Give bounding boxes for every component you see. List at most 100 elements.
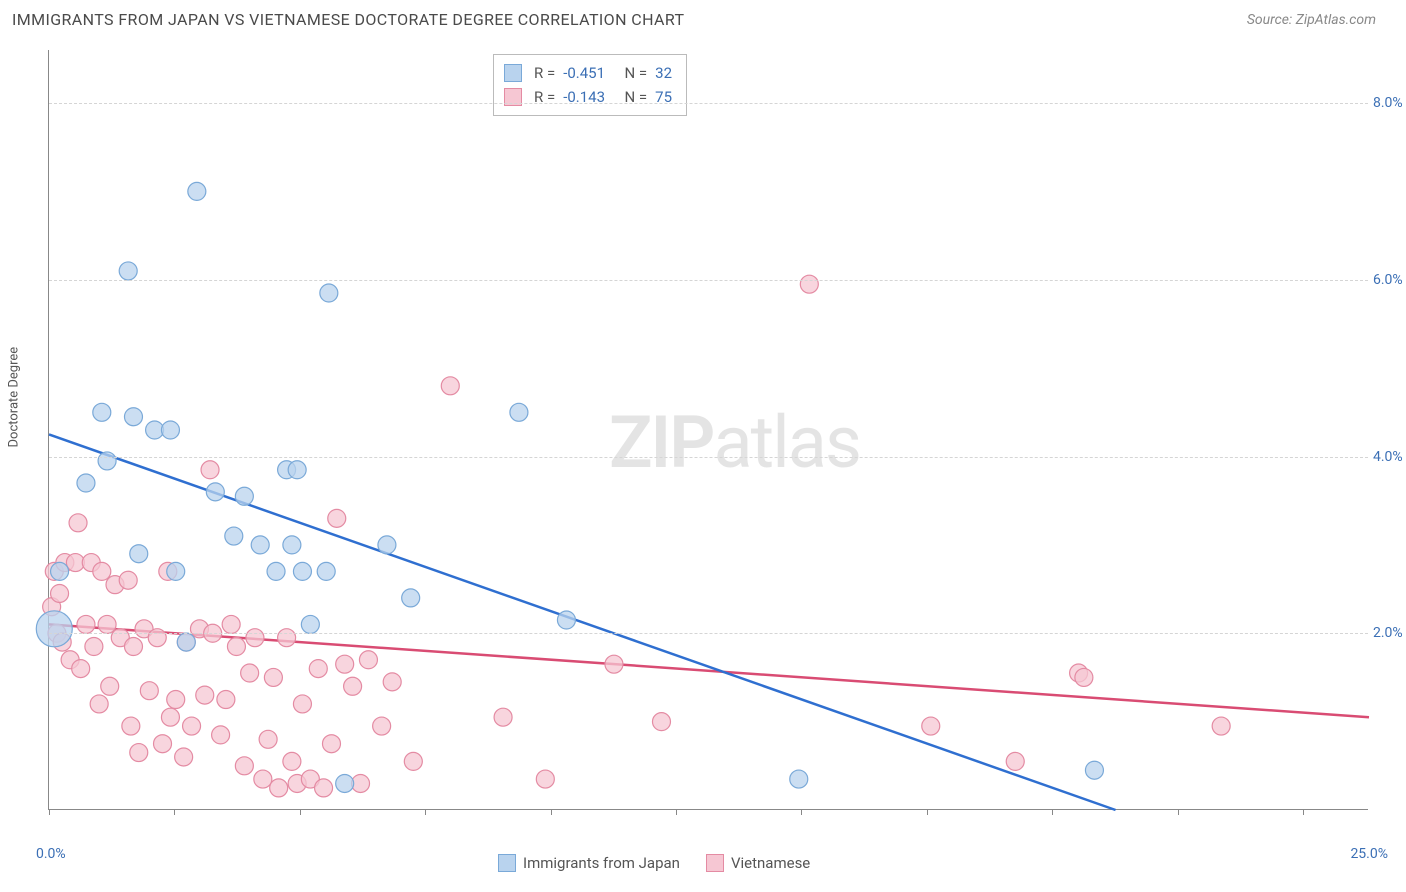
legend-item-vietnamese: Vietnamese	[706, 854, 810, 872]
legend-label: Immigrants from Japan	[523, 854, 680, 872]
gridline	[49, 457, 1368, 458]
data-point-vietnamese	[175, 748, 193, 766]
data-point-vietnamese	[101, 677, 119, 695]
data-point-vietnamese	[1075, 668, 1093, 686]
legend-item-japan: Immigrants from Japan	[498, 854, 680, 872]
data-point-vietnamese	[124, 638, 142, 656]
chart-source: Source: ZipAtlas.com	[1247, 12, 1376, 28]
data-point-vietnamese	[315, 779, 333, 797]
data-point-japan	[288, 461, 306, 479]
data-point-japan	[161, 421, 179, 439]
data-point-japan	[251, 536, 269, 554]
data-point-japan	[124, 408, 142, 426]
data-point-vietnamese	[148, 629, 166, 647]
data-point-vietnamese	[494, 708, 512, 726]
data-point-vietnamese	[309, 660, 327, 678]
data-point-vietnamese	[85, 638, 103, 656]
stat-value-r: -0.451	[563, 61, 605, 85]
data-point-vietnamese	[227, 638, 245, 656]
data-point-vietnamese	[212, 726, 230, 744]
x-tick	[1303, 809, 1304, 815]
data-point-japan	[402, 589, 420, 607]
y-tick-label: 2.0%	[1373, 625, 1406, 641]
data-point-vietnamese	[119, 571, 137, 589]
legend-swatch-icon	[706, 854, 724, 872]
x-tick	[49, 809, 50, 815]
data-point-vietnamese	[77, 615, 95, 633]
data-point-vietnamese	[264, 668, 282, 686]
data-point-vietnamese	[536, 770, 554, 788]
data-point-vietnamese	[161, 708, 179, 726]
data-point-vietnamese	[283, 752, 301, 770]
data-point-japan	[167, 562, 185, 580]
data-point-vietnamese	[373, 717, 391, 735]
legend-stat-row-vietnamese: R = -0.143 N = 75	[504, 85, 672, 109]
data-point-vietnamese	[183, 717, 201, 735]
data-point-vietnamese	[217, 691, 235, 709]
data-point-vietnamese	[652, 713, 670, 731]
stat-label-n: N =	[617, 61, 647, 85]
data-point-japan	[267, 562, 285, 580]
data-point-japan	[557, 611, 575, 629]
correlation-legend: R = -0.451 N = 32R = -0.143 N = 75	[493, 54, 687, 116]
data-point-japan	[119, 262, 137, 280]
data-point-vietnamese	[922, 717, 940, 735]
data-point-vietnamese	[322, 735, 340, 753]
data-point-japan	[206, 483, 224, 501]
data-point-vietnamese	[235, 757, 253, 775]
data-point-vietnamese	[1212, 717, 1230, 735]
x-tick	[174, 809, 175, 815]
x-tick	[801, 809, 802, 815]
data-point-vietnamese	[383, 673, 401, 691]
data-point-japan	[98, 452, 116, 470]
data-point-vietnamese	[196, 686, 214, 704]
data-point-japan	[188, 182, 206, 200]
data-point-vietnamese	[441, 377, 459, 395]
chart-header: IMMIGRANTS FROM JAPAN VS VIETNAMESE DOCT…	[0, 0, 1406, 35]
stat-value-r: -0.143	[563, 85, 605, 109]
x-tick	[300, 809, 301, 815]
data-point-vietnamese	[93, 562, 111, 580]
data-point-vietnamese	[344, 677, 362, 695]
data-point-vietnamese	[259, 730, 277, 748]
data-point-japan	[235, 487, 253, 505]
x-tick	[1052, 809, 1053, 815]
data-point-vietnamese	[222, 615, 240, 633]
data-point-japan	[130, 545, 148, 563]
data-point-japan	[336, 774, 354, 792]
data-point-japan	[77, 474, 95, 492]
data-point-japan	[293, 562, 311, 580]
data-point-vietnamese	[328, 509, 346, 527]
series-legend: Immigrants from Japan Vietnamese	[498, 854, 810, 872]
stat-label-n: N =	[617, 85, 647, 109]
x-tick	[927, 809, 928, 815]
data-point-vietnamese	[254, 770, 272, 788]
data-point-vietnamese	[130, 744, 148, 762]
data-point-vietnamese	[293, 695, 311, 713]
data-point-vietnamese	[605, 655, 623, 673]
data-point-vietnamese	[246, 629, 264, 647]
x-axis-max-label: 25.0%	[1350, 846, 1388, 862]
data-point-vietnamese	[800, 275, 818, 293]
data-point-japan	[225, 527, 243, 545]
legend-stat-row-japan: R = -0.451 N = 32	[504, 61, 672, 85]
y-tick-label: 8.0%	[1373, 95, 1406, 111]
data-point-vietnamese	[359, 651, 377, 669]
data-point-vietnamese	[241, 664, 259, 682]
x-axis-min-label: 0.0%	[36, 846, 66, 862]
data-point-japan	[36, 611, 72, 647]
data-point-vietnamese	[72, 660, 90, 678]
data-point-vietnamese	[154, 735, 172, 753]
data-point-japan	[510, 403, 528, 421]
stat-label-r: R =	[534, 85, 555, 109]
data-point-vietnamese	[69, 514, 87, 532]
y-axis-title: Doctorate Degree	[7, 347, 22, 448]
gridline	[49, 280, 1368, 281]
data-point-japan	[93, 403, 111, 421]
data-point-japan	[790, 770, 808, 788]
data-point-vietnamese	[51, 584, 69, 602]
data-point-japan	[378, 536, 396, 554]
data-point-japan	[177, 633, 195, 651]
data-point-vietnamese	[167, 691, 185, 709]
data-point-japan	[1085, 761, 1103, 779]
